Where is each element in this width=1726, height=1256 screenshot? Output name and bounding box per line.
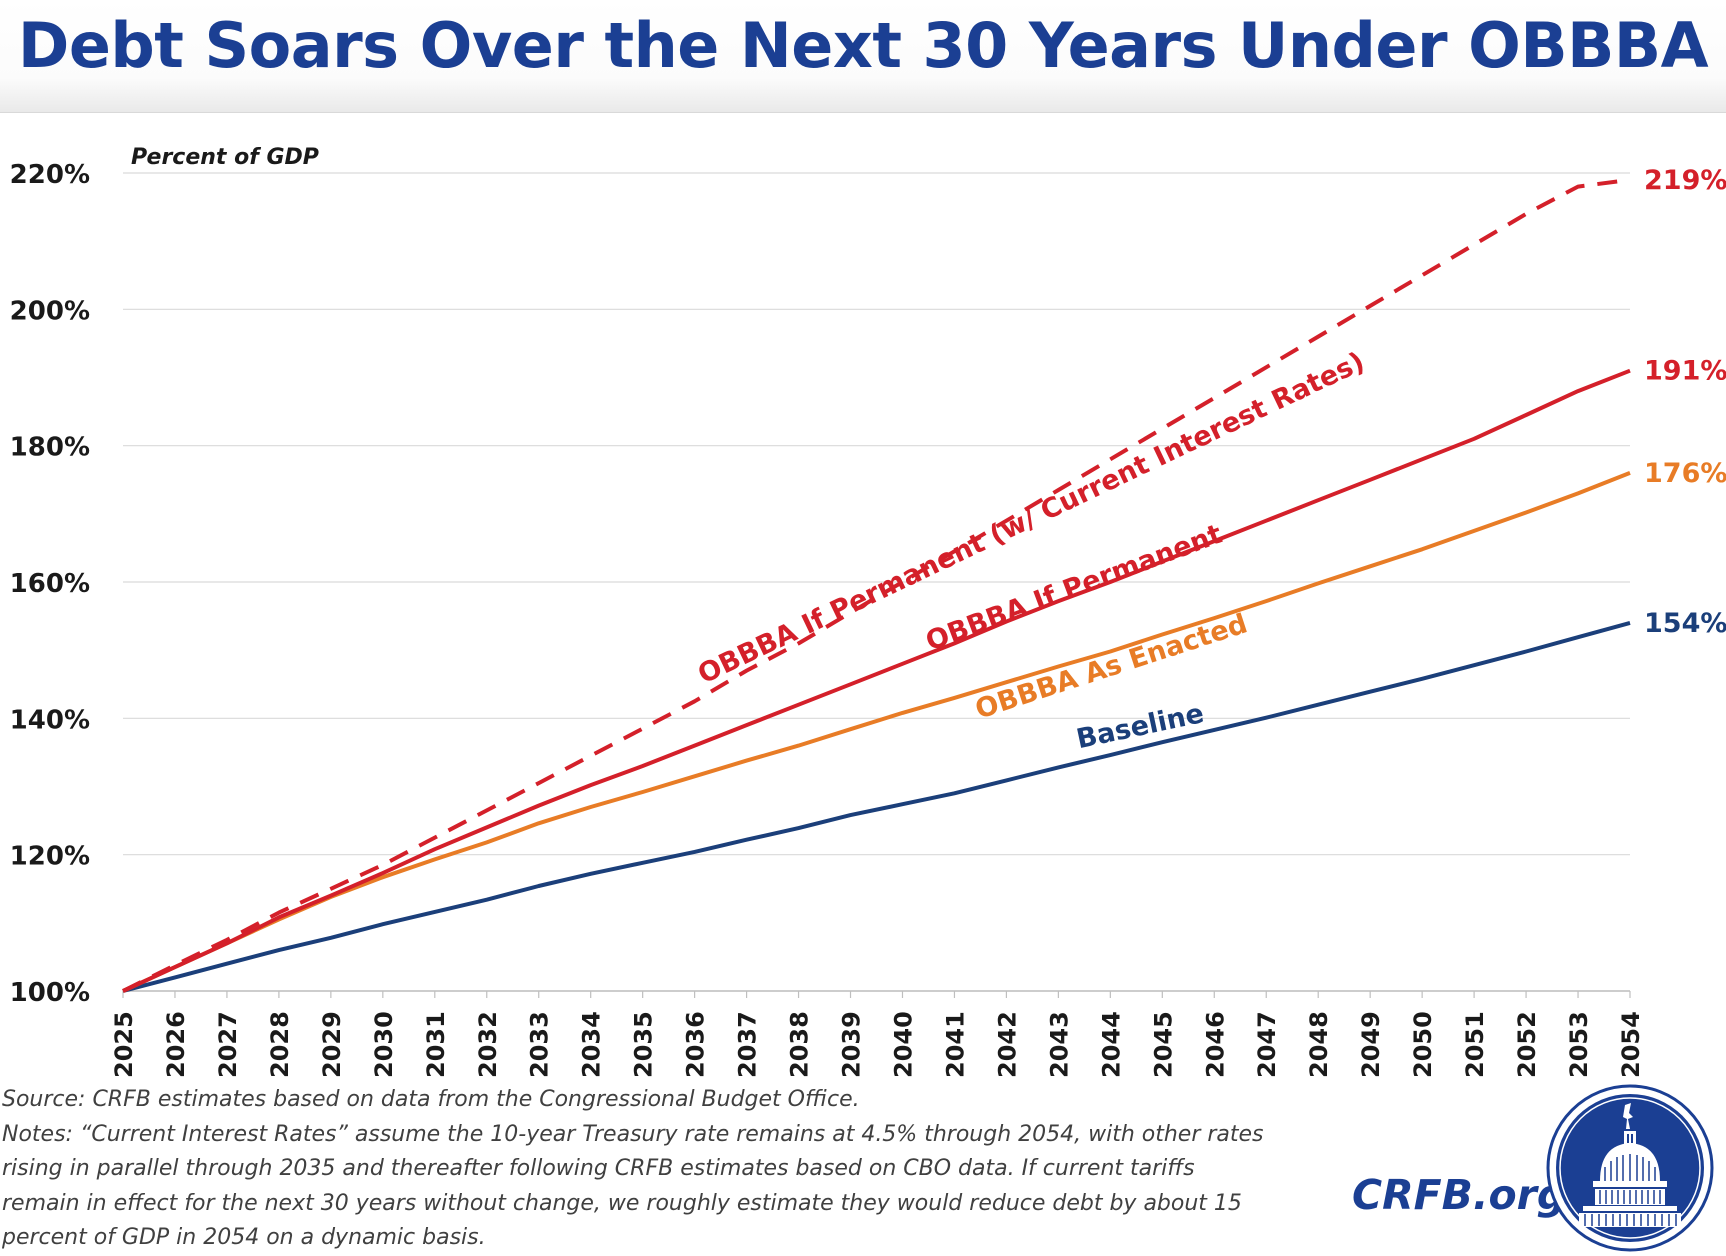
source-notes: Source: CRFB estimates based on data fro… [2, 1083, 1332, 1256]
notes-line-1: Notes: “Current Interest Rates” assume t… [2, 1121, 1264, 1147]
y-tick-label: 220% [10, 160, 90, 190]
end-label-176: 176% [1644, 458, 1726, 489]
y-tick-label: 180% [10, 433, 90, 463]
x-tick-label: 2034 [578, 1011, 606, 1078]
x-tick-label: 2030 [370, 1011, 398, 1078]
x-tick-label: 2038 [786, 1011, 814, 1078]
baseline-line-series [122, 620, 1631, 993]
end-label-154: 154% [1644, 608, 1726, 639]
x-tick-label: 2035 [630, 1011, 658, 1078]
permanent-line-series [122, 368, 1631, 993]
x-tick-label: 2039 [838, 1011, 866, 1078]
end-label-219: 219% [1644, 165, 1726, 196]
x-tick-label: 2040 [889, 1011, 917, 1078]
end-label-191: 191% [1644, 356, 1726, 387]
chart-title: Debt Soars Over the Next 30 Years Under … [17, 9, 1709, 82]
x-tick-label: 2031 [422, 1011, 450, 1078]
x-tick-label: 2032 [474, 1011, 502, 1078]
x-tick-label: 2025 [110, 1011, 138, 1078]
notes-line-2: rising in parallel through 2035 and ther… [2, 1156, 1195, 1181]
notes-line-3: remain in effect for the next 30 years w… [2, 1190, 1242, 1216]
x-tick-label: 2044 [1097, 1011, 1125, 1078]
x-tick-label: 2049 [1357, 1011, 1385, 1078]
y-tick-label: 200% [10, 296, 90, 326]
x-tick-label: 2041 [941, 1011, 969, 1078]
x-tick-label: 2054 [1617, 1011, 1645, 1078]
x-tick-label: 2048 [1305, 1011, 1333, 1078]
x-tick-label: 2028 [266, 1011, 294, 1078]
x-tick-label: 2033 [526, 1011, 554, 1078]
x-tick-label: 2042 [993, 1011, 1021, 1078]
dashed-line-series [122, 177, 1631, 993]
x-tick-label: 2037 [734, 1011, 762, 1078]
y-tick-label: 160% [10, 569, 90, 599]
x-tick-label: 2046 [1201, 1011, 1229, 1078]
y-axis-label: Percent of GDP [131, 145, 319, 170]
capitol-dome-icon [1546, 1084, 1714, 1252]
x-tick-label: 2043 [1045, 1011, 1073, 1078]
header-band: Debt Soars Over the Next 30 Years Under … [0, 0, 1726, 113]
y-tick-label: 100% [10, 978, 90, 1008]
x-tick-label: 2027 [214, 1011, 242, 1078]
source-line: Source: CRFB estimates based on data fro… [2, 1087, 860, 1112]
x-tick-label: 2050 [1409, 1011, 1437, 1078]
line-chart: 100% 120% 140% 160% 180% 200% 220% Percent of G… [10, 145, 1726, 1078]
x-tick-label: 2053 [1565, 1011, 1593, 1078]
y-tick-label: 120% [10, 842, 90, 872]
y-tick-label: 140% [10, 705, 90, 735]
x-tick-label: 2045 [1149, 1011, 1177, 1078]
enacted-line-series [122, 471, 1631, 993]
x-tick-label: 2047 [1253, 1011, 1281, 1078]
x-tick-label: 2026 [162, 1011, 190, 1078]
notes-line-4: percent of GDP in 2054 on a dynamic basi… [2, 1225, 486, 1250]
x-tick-label: 2029 [318, 1011, 346, 1078]
x-tick-label: 2036 [682, 1011, 710, 1078]
x-tick-label: 2052 [1513, 1011, 1541, 1078]
x-tick-label: 2051 [1461, 1011, 1489, 1078]
crfb-link[interactable]: CRFB.org [1352, 1171, 1567, 1219]
